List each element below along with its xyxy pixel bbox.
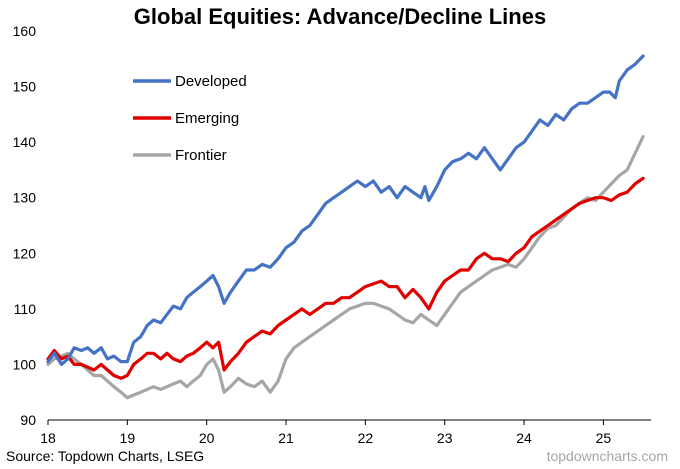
chart-title: Global Equities: Advance/Decline Lines bbox=[133, 4, 547, 29]
x-tick-label: 18 bbox=[40, 430, 56, 446]
y-tick-label: 160 bbox=[13, 23, 37, 39]
series-line-frontier bbox=[46, 135, 645, 400]
legend-label-frontier: Frontier bbox=[175, 147, 227, 164]
watermark: topdowncharts.com bbox=[546, 448, 668, 464]
series-lines bbox=[46, 54, 645, 400]
legend-label-developed: Developed bbox=[175, 73, 247, 90]
y-tick-label: 100 bbox=[13, 356, 37, 372]
y-tick-label: 130 bbox=[13, 190, 37, 206]
x-tick-label: 24 bbox=[516, 430, 532, 446]
x-tick-label: 21 bbox=[278, 430, 294, 446]
legend: Developed Emerging Frontier bbox=[133, 73, 247, 164]
x-tick-label: 22 bbox=[358, 430, 374, 446]
x-tick-label: 23 bbox=[437, 430, 453, 446]
x-tick-label: 19 bbox=[120, 430, 136, 446]
legend-label-emerging: Emerging bbox=[175, 110, 239, 127]
y-tick-label: 140 bbox=[13, 134, 37, 150]
y-tick-label: 150 bbox=[13, 79, 37, 95]
series-line-developed bbox=[46, 54, 645, 366]
series-line-emerging bbox=[46, 176, 645, 380]
x-tick-label: 25 bbox=[596, 430, 612, 446]
x-tick-label: 20 bbox=[199, 430, 215, 446]
y-tick-label: 90 bbox=[20, 412, 36, 428]
y-tick-label: 110 bbox=[14, 301, 37, 317]
y-tick-label: 120 bbox=[13, 245, 37, 261]
source-note: Source: Topdown Charts, LSEG bbox=[6, 448, 205, 464]
axes: 90 100 110 120 130 140 150 160 18 19 20 21 22 23 24 25 bbox=[13, 23, 651, 446]
